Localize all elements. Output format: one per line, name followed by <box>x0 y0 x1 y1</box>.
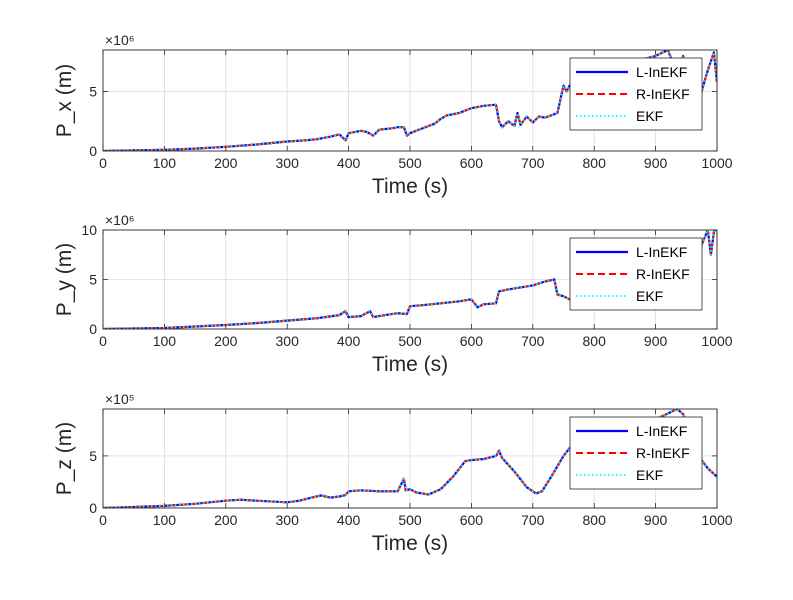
y-tick-label: 0 <box>89 143 97 159</box>
x-tick-label: 300 <box>276 512 300 528</box>
legend-label-l-inekf: L-InEKF <box>636 423 687 439</box>
subplot-3: 0 100 200 300 400 500 600 700 800 900 1000 0 5 ×10⁵ Ti… <box>53 391 733 555</box>
x-tick-label: 800 <box>583 333 607 349</box>
legend-label-l-inekf: L-InEKF <box>636 64 687 80</box>
x-tick-label: 700 <box>521 333 545 349</box>
x-tick-label: 200 <box>214 333 238 349</box>
y-tick-label: 5 <box>89 84 97 100</box>
series-line-ekf <box>103 409 717 508</box>
x-tick-label: 0 <box>99 333 107 349</box>
x-tick-label: 1000 <box>701 333 732 349</box>
x-tick-label: 100 <box>153 155 177 171</box>
x-tick-label: 600 <box>460 333 484 349</box>
x-axis-label: Time (s) <box>372 175 448 198</box>
legend-label-r-inekf: R-InEKF <box>636 266 690 282</box>
x-tick-label: 300 <box>276 155 300 171</box>
x-tick-label: 300 <box>276 333 300 349</box>
y-exponent-label: ×10⁶ <box>105 32 135 48</box>
x-tick-label: 700 <box>521 155 545 171</box>
x-tick-label: 800 <box>583 155 607 171</box>
x-tick-label: 100 <box>153 333 177 349</box>
legend-label-ekf: EKF <box>636 108 663 124</box>
subplot-1: 0 100 200 300 400 500 600 700 800 900 1000 0 5 ×10⁶ Ti… <box>53 32 733 198</box>
x-tick-label: 500 <box>398 333 422 349</box>
x-tick-label: 1000 <box>701 155 732 171</box>
y-axis-label: P_z (m) <box>53 422 76 496</box>
series-line-r-inekf <box>103 50 717 151</box>
x-tick-label: 500 <box>398 155 422 171</box>
x-tick-label: 1000 <box>701 512 732 528</box>
y-tick-label: 0 <box>89 321 97 337</box>
x-tick-label: 0 <box>99 155 107 171</box>
x-axis-label: Time (s) <box>372 353 448 376</box>
y-tick-label: 0 <box>89 500 97 516</box>
y-exponent-label: ×10⁵ <box>105 391 135 407</box>
legend-label-ekf: EKF <box>636 467 663 483</box>
legend-label-r-inekf: R-InEKF <box>636 86 690 102</box>
x-axis-label: Time (s) <box>372 532 448 555</box>
x-tick-label: 900 <box>644 512 668 528</box>
legend: L-InEKF R-InEKF EKF <box>569 416 703 490</box>
series-line-ekf <box>103 50 717 151</box>
x-tick-label: 400 <box>337 512 361 528</box>
x-tick-label: 600 <box>460 512 484 528</box>
y-tick-label: 10 <box>81 222 97 238</box>
x-tick-label: 400 <box>337 333 361 349</box>
y-tick-label: 5 <box>89 272 97 288</box>
y-tick-label: 5 <box>89 448 97 464</box>
axes-box <box>102 408 718 509</box>
x-tick-label: 900 <box>644 333 668 349</box>
legend: L-InEKF R-InEKF EKF <box>569 237 703 311</box>
x-tick-label: 600 <box>460 155 484 171</box>
legend-label-ekf: EKF <box>636 288 663 304</box>
x-tick-label: 0 <box>99 512 107 528</box>
x-tick-label: 900 <box>644 155 668 171</box>
axes-box <box>102 229 718 330</box>
y-exponent-label: ×10⁶ <box>105 212 135 228</box>
subplot-2: 0 100 200 300 400 500 600 700 800 900 1000 0 5 10 ×10⁶… <box>53 212 733 376</box>
x-tick-label: 500 <box>398 512 422 528</box>
x-tick-label: 700 <box>521 512 545 528</box>
y-axis-label: P_x (m) <box>53 64 76 138</box>
x-tick-label: 200 <box>214 155 238 171</box>
x-tick-label: 400 <box>337 155 361 171</box>
legend-label-l-inekf: L-InEKF <box>636 244 687 260</box>
x-tick-label: 100 <box>153 512 177 528</box>
x-tick-label: 200 <box>214 512 238 528</box>
y-axis-label: P_y (m) <box>53 243 76 317</box>
x-tick-label: 800 <box>583 512 607 528</box>
legend-label-r-inekf: R-InEKF <box>636 445 690 461</box>
axes-box <box>102 49 718 152</box>
legend: L-InEKF R-InEKF EKF <box>569 57 703 131</box>
